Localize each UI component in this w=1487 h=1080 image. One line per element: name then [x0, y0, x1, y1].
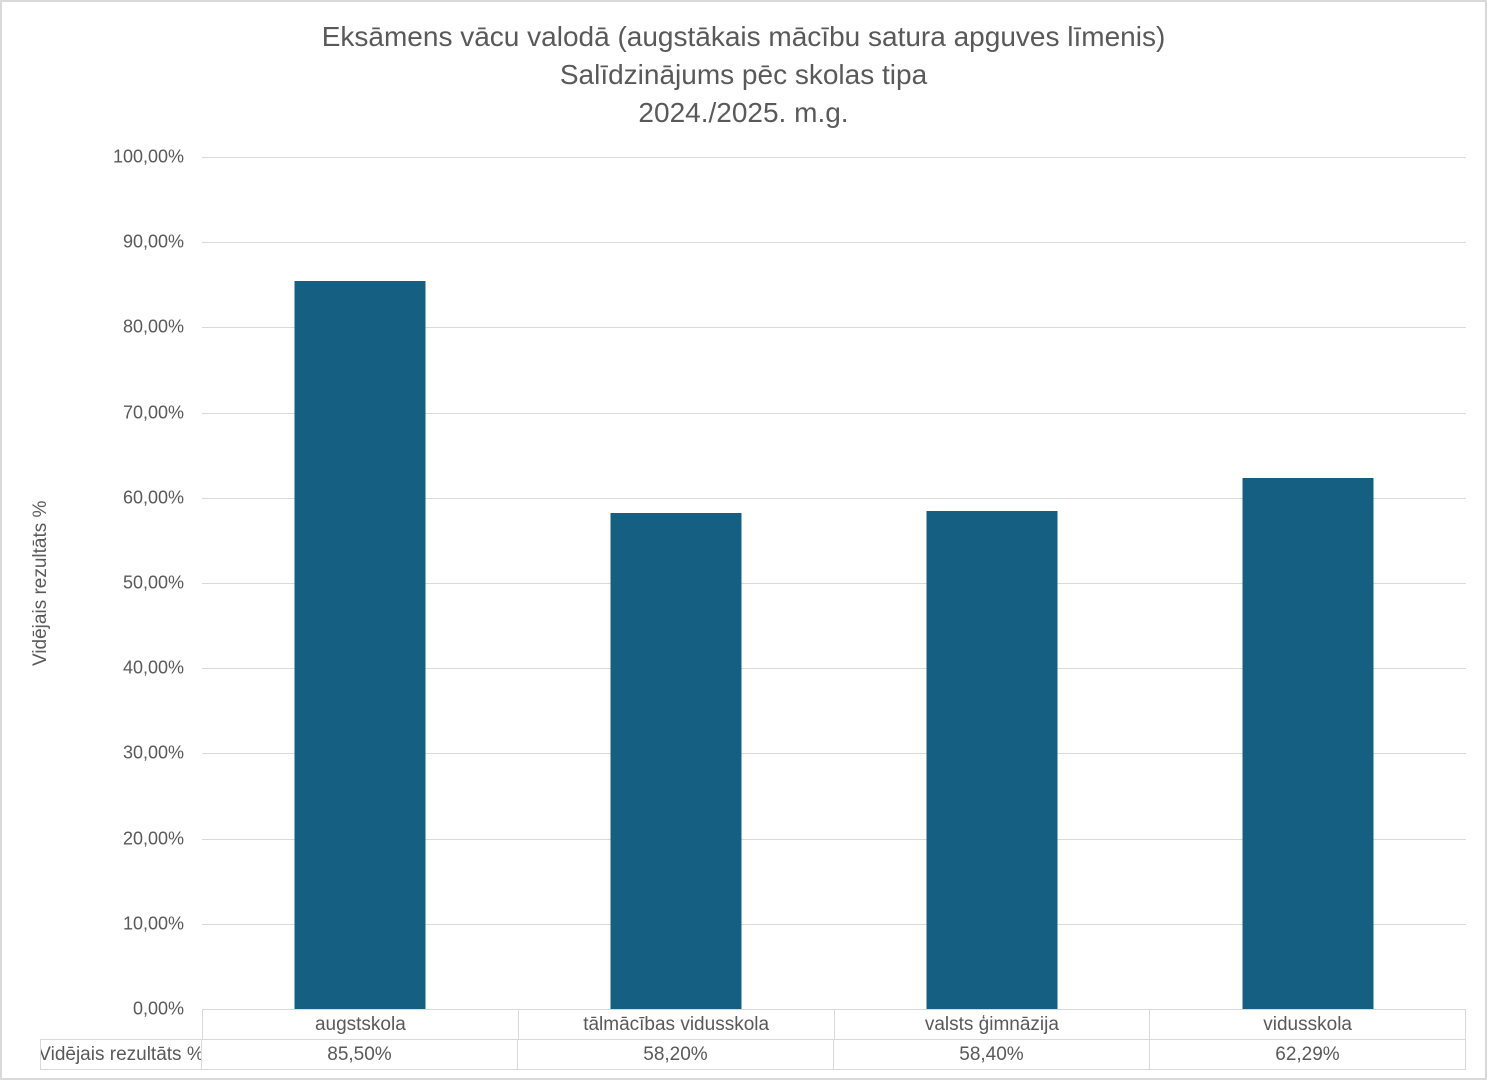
bar: [610, 513, 742, 1009]
y-tick-label: 60,00%: [122, 487, 184, 508]
category-cell: tālmācības vidusskola: [518, 1009, 835, 1039]
chart-title: Eksāmens vācu valodā (augstākais mācību …: [2, 18, 1485, 132]
gridline: [202, 753, 1466, 755]
category-cell: augstskola: [202, 1009, 519, 1039]
y-tick-label: 80,00%: [122, 316, 184, 337]
y-tick-label: 10,00%: [122, 913, 184, 934]
y-tick-label: 50,00%: [122, 572, 184, 593]
value-cell: 85,50%: [202, 1039, 518, 1070]
gridline: [202, 923, 1466, 925]
gridline: [202, 327, 1466, 329]
bar: [926, 511, 1058, 1009]
chart-title-line-1: Eksāmens vācu valodā (augstākais mācību …: [321, 21, 1166, 52]
gridline: [202, 583, 1466, 584]
value-row-header: Vidējais rezultāts %: [40, 1039, 202, 1070]
gridline: [202, 242, 1466, 244]
y-tick-label: 100,00%: [112, 146, 184, 167]
y-tick-label: 90,00%: [122, 231, 184, 252]
gridline: [202, 668, 1466, 670]
y-tick-label: 70,00%: [122, 402, 184, 423]
y-tick-label: 30,00%: [122, 742, 184, 763]
value-cell: 58,20%: [518, 1039, 834, 1070]
category-header-row: augstskola tālmācības vidusskola valsts ģi…: [202, 1009, 1466, 1039]
value-cell: 58,40%: [834, 1039, 1150, 1070]
y-tick-label: 40,00%: [122, 657, 184, 678]
y-axis-ticks: 100,00% 90,00% 80,00% 70,00% 60,00% 50,00% 40,…: [2, 147, 184, 1019]
y-tick-label: 20,00%: [122, 828, 184, 849]
category-cell: valsts ģimnāzija: [834, 1009, 1151, 1039]
gridline: [202, 497, 1466, 499]
value-row: Vidējais rezultāts % 85,50% 58,20% 58,40% 6…: [40, 1039, 1466, 1070]
bar: [1242, 478, 1374, 1009]
chart-title-line-3: 2024./2025. m.g.: [638, 97, 849, 128]
category-cell: vidusskola: [1150, 1009, 1466, 1039]
plot-area: [202, 157, 1466, 1009]
chart-title-line-2: Salīdzinājums pēc skolas tipa: [559, 59, 928, 90]
y-tick-label: 0,00%: [132, 998, 184, 1019]
gridline: [202, 157, 1466, 158]
gridline: [202, 838, 1466, 840]
bar: [294, 280, 426, 1009]
value-cell: 62,29%: [1150, 1039, 1466, 1070]
gridline: [202, 412, 1466, 414]
